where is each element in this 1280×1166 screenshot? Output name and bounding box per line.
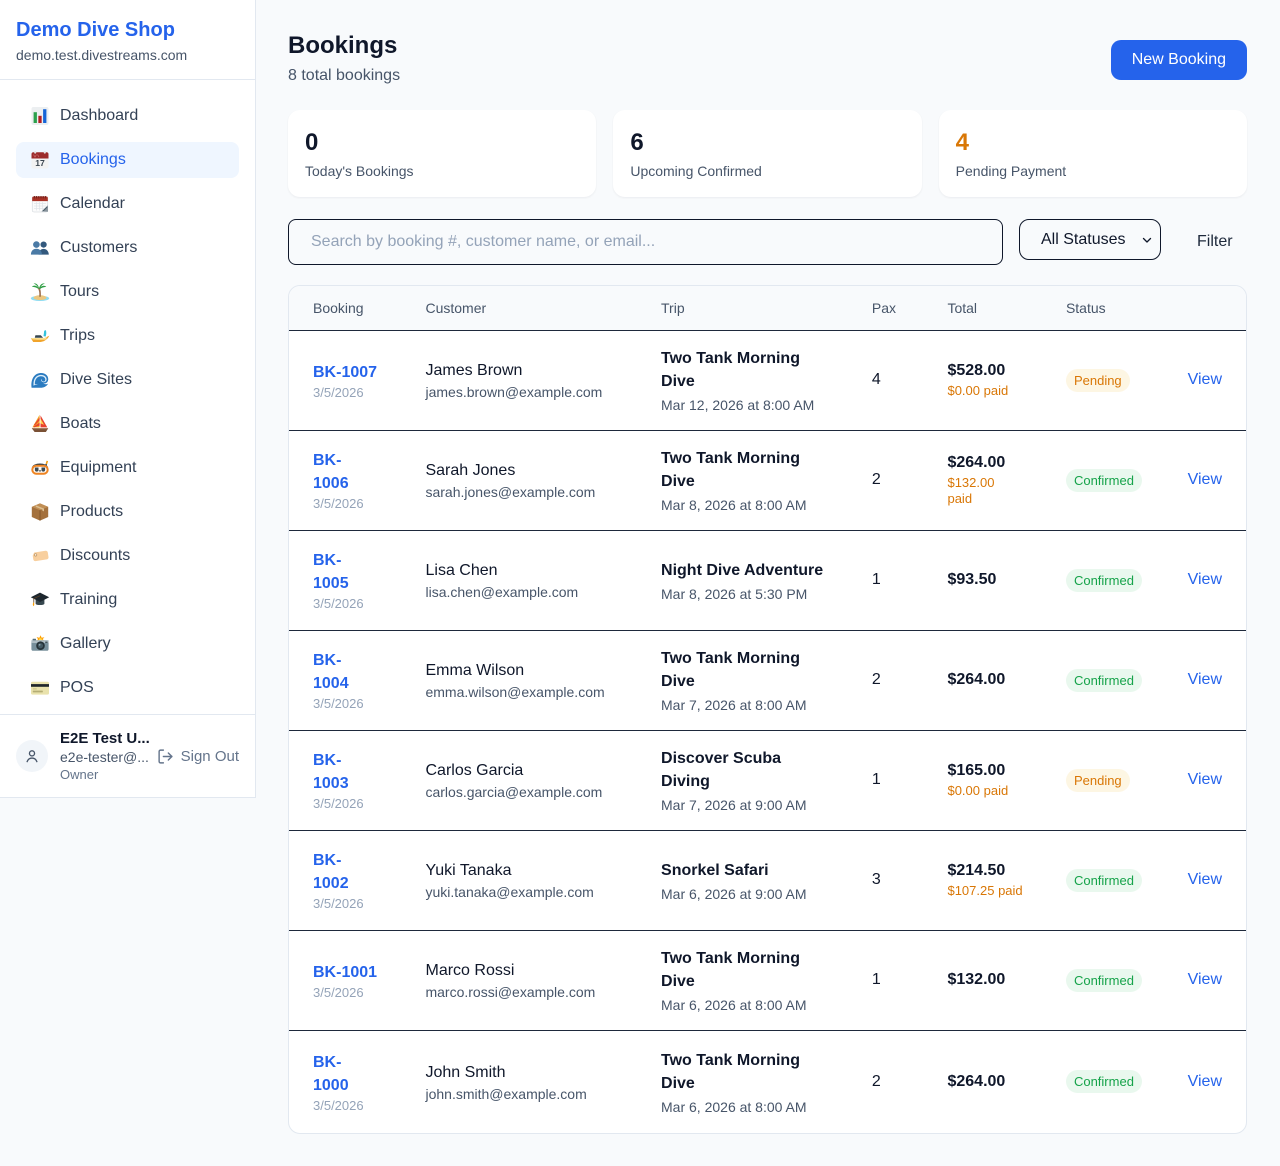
- svg-text:17: 17: [35, 158, 45, 168]
